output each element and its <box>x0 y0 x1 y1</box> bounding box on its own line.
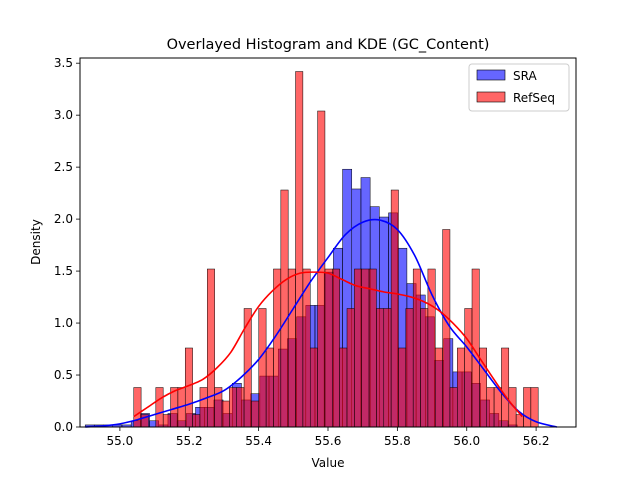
x-tick-label: 56.0 <box>453 434 480 448</box>
y-tick-label: 3.0 <box>54 108 73 122</box>
legend-swatch-refseq <box>476 91 506 103</box>
histogram-bar-refseq <box>354 268 362 428</box>
histogram-bar-refseq <box>523 387 532 428</box>
y-axis-label: Density <box>29 219 43 265</box>
legend-label-sra: SRA <box>513 69 537 83</box>
histogram-bar-refseq <box>199 387 208 428</box>
histogram-bar-refseq <box>376 308 385 428</box>
legend-swatch-sra <box>476 69 506 81</box>
histogram-bar-refseq <box>236 387 245 428</box>
histogram-bar-refseq <box>464 308 473 428</box>
histogram-bar-refseq <box>207 268 215 428</box>
histogram-bar-refseq <box>346 308 355 428</box>
x-tick-label: 55.0 <box>107 434 134 448</box>
histogram-bar-refseq <box>251 400 260 428</box>
y-tick-label: 1.0 <box>54 316 73 330</box>
y-tick-label: 1.5 <box>54 264 73 278</box>
histogram-bar-refseq <box>229 387 237 428</box>
histogram-bar-refseq <box>309 347 318 428</box>
histogram-bar-refseq <box>435 347 443 428</box>
histogram-bar-refseq <box>273 268 282 428</box>
histogram-bar-refseq <box>398 347 407 428</box>
histogram-bar-refseq <box>486 387 495 428</box>
x-tick-label: 55.6 <box>315 434 342 448</box>
histogram-bar-refseq <box>324 268 333 428</box>
x-tick-label: 55.8 <box>384 434 411 448</box>
x-tick-label: 55.4 <box>245 434 272 448</box>
histogram-bar-refseq <box>442 229 451 428</box>
legend-label-refseq: RefSeq <box>513 91 555 105</box>
histogram-bar-refseq <box>184 347 193 428</box>
kde-line-refseq <box>133 271 523 418</box>
histogram-bar-refseq <box>155 387 164 428</box>
histogram-bar-refseq <box>412 268 421 428</box>
histogram-bars <box>84 71 539 428</box>
histogram-bar-refseq <box>265 347 274 428</box>
x-axis-label: Value <box>312 456 345 470</box>
histogram-bar-refseq <box>221 400 230 428</box>
histogram-bar-refseq <box>368 268 377 428</box>
y-tick-label: 2.0 <box>54 212 73 226</box>
x-tick-label: 55.2 <box>176 434 203 448</box>
y-tick-label: 3.5 <box>54 56 73 70</box>
legend: SRA RefSeq <box>468 63 570 112</box>
histogram-bar-refseq <box>192 414 201 428</box>
y-axis-ticks: 0.0 0.5 1.0 1.5 2.0 2.5 3.0 3.5 <box>54 56 80 434</box>
histogram-bar-refseq <box>501 347 510 428</box>
histogram-bar-refseq <box>332 268 340 428</box>
histogram-bar-refseq <box>457 347 465 428</box>
kde-curves <box>85 218 558 428</box>
bars-refseq <box>133 71 539 428</box>
histogram-bar-refseq <box>339 347 348 428</box>
chart-title: Overlayed Histogram and KDE (GC_Content) <box>167 37 490 53</box>
y-tick-label: 0.0 <box>54 420 73 434</box>
histogram-bar-refseq <box>361 268 370 428</box>
histogram-bar-refseq <box>493 387 502 428</box>
histogram-bar-refseq <box>295 71 304 428</box>
histogram-bar-refseq <box>405 308 414 428</box>
histogram-bar-refseq <box>258 308 267 428</box>
histogram-bar-refseq <box>162 414 171 428</box>
kde-line-sra <box>85 218 558 428</box>
x-tick-label: 56.2 <box>523 434 550 448</box>
histogram-bar-refseq <box>449 387 458 428</box>
histogram-bar-refseq <box>420 308 429 428</box>
y-tick-label: 2.5 <box>54 160 73 174</box>
histogram-bar-refseq <box>280 189 289 428</box>
histogram-bar-refseq <box>383 308 392 428</box>
x-axis-ticks: 55.0 55.2 55.4 55.6 55.8 56.0 56.2 <box>107 427 550 448</box>
histogram-bar-refseq <box>287 268 296 428</box>
y-tick-label: 0.5 <box>54 368 73 382</box>
